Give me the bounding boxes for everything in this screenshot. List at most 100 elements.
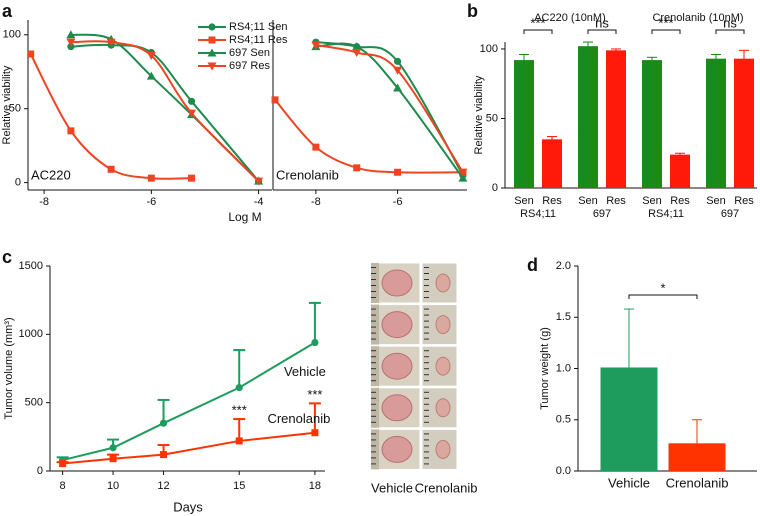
marker: [146, 51, 156, 60]
ruler-tick: [371, 380, 376, 382]
x-tick-label: 12: [157, 480, 169, 492]
bar: [734, 58, 754, 188]
group-label: 697: [721, 208, 739, 220]
fit-curve: [70, 40, 260, 182]
x-axis-label: Log M: [228, 210, 261, 224]
tumor: [381, 269, 413, 297]
ruler-tick: [424, 279, 429, 280]
marker: [235, 437, 243, 445]
marker: [109, 444, 117, 452]
marker: [107, 165, 115, 173]
ruler-tick: [424, 326, 429, 328]
marker: [187, 109, 197, 118]
y-tick-label: 0: [37, 465, 43, 477]
marker: [458, 173, 468, 182]
ruler-tick: [371, 267, 376, 268]
ruler-tick: [424, 332, 429, 334]
series-line: [62, 341, 316, 462]
series-label: Crenolanib: [267, 411, 330, 426]
marker: [312, 143, 320, 151]
x-tick-label: 18: [309, 480, 321, 492]
panel-annotation: Crenolanib: [276, 167, 339, 182]
ruler-tick: [371, 314, 376, 316]
annotation: ***: [232, 403, 247, 418]
group-label: RS4;11: [520, 208, 556, 220]
ruler-tick: [424, 403, 429, 405]
ruler-tick: [371, 368, 376, 370]
series-label: Vehicle: [284, 364, 326, 379]
ruler-tick: [424, 338, 429, 340]
ruler-tick: [424, 439, 429, 441]
ruler-tick: [424, 291, 429, 292]
marker: [393, 66, 403, 75]
ruler-tick: [371, 403, 376, 405]
y-tick-label: 50: [486, 112, 498, 124]
series-line: [62, 431, 316, 465]
ruler-tick: [371, 445, 376, 447]
marker: [208, 23, 216, 31]
marker: [27, 50, 35, 58]
bar: [542, 139, 562, 188]
y-tick-label: 0.0: [556, 465, 571, 477]
ruler-tick: [371, 326, 376, 328]
ruler-tick: [424, 297, 429, 298]
y-tick-label: 0: [15, 177, 21, 189]
fit-curve: [274, 99, 463, 174]
fit-curve: [29, 53, 192, 180]
tumor: [381, 352, 413, 380]
marker: [235, 384, 243, 392]
y-tick-label: 1.5: [556, 311, 571, 323]
marker: [66, 38, 76, 47]
ruler-tick: [371, 421, 376, 423]
ruler-tick: [424, 421, 429, 423]
y-tick-label: 1.0: [556, 362, 571, 374]
ruler-tick: [424, 320, 429, 322]
ruler-tick: [371, 273, 376, 274]
marker: [109, 455, 117, 463]
ruler-tick: [424, 374, 429, 376]
marker: [207, 62, 217, 71]
significance-bracket: [715, 29, 745, 34]
group-label: RS4;11: [648, 208, 684, 220]
group-label: 697: [593, 208, 611, 220]
ruler-tick: [424, 368, 429, 370]
significance-label: ***: [530, 15, 545, 30]
x-tick-label: 15: [233, 480, 245, 492]
x-tick-label: -8: [311, 196, 321, 208]
marker: [352, 42, 362, 51]
marker: [458, 168, 468, 177]
ruler-tick: [424, 457, 429, 459]
bar: [642, 60, 662, 189]
ruler-tick: [371, 356, 376, 358]
marker: [147, 174, 155, 182]
marker: [254, 177, 264, 186]
x-tick-label: Res: [542, 195, 562, 207]
marker: [394, 168, 402, 176]
y-tick-label: 1000: [19, 328, 43, 340]
x-tick-label: -4: [254, 196, 264, 208]
group-header: AC220 (10nM): [534, 12, 606, 24]
y-axis-label: Relative viability: [473, 75, 485, 154]
ruler-tick: [424, 314, 429, 316]
fit-curve: [70, 43, 260, 182]
tumor: [435, 273, 451, 293]
ruler-tick: [371, 391, 376, 393]
photo-panel: [370, 262, 458, 470]
marker: [160, 451, 168, 459]
x-tick-label: 8: [60, 480, 66, 492]
tumor: [435, 315, 451, 335]
tumor: [381, 394, 413, 422]
marker: [352, 49, 362, 58]
marker: [146, 71, 156, 80]
y-axis-label: Tumor weight (g): [539, 327, 551, 410]
ruler-tick: [371, 409, 376, 411]
ruler-tick: [371, 457, 376, 459]
marker: [393, 57, 402, 65]
ruler-tick: [371, 332, 376, 334]
marker: [271, 96, 279, 104]
ruler-tick: [371, 297, 376, 298]
group-header: Crenolanib (10nM): [652, 12, 743, 24]
ruler-tick: [371, 350, 376, 352]
ruler-tick: [371, 439, 376, 441]
